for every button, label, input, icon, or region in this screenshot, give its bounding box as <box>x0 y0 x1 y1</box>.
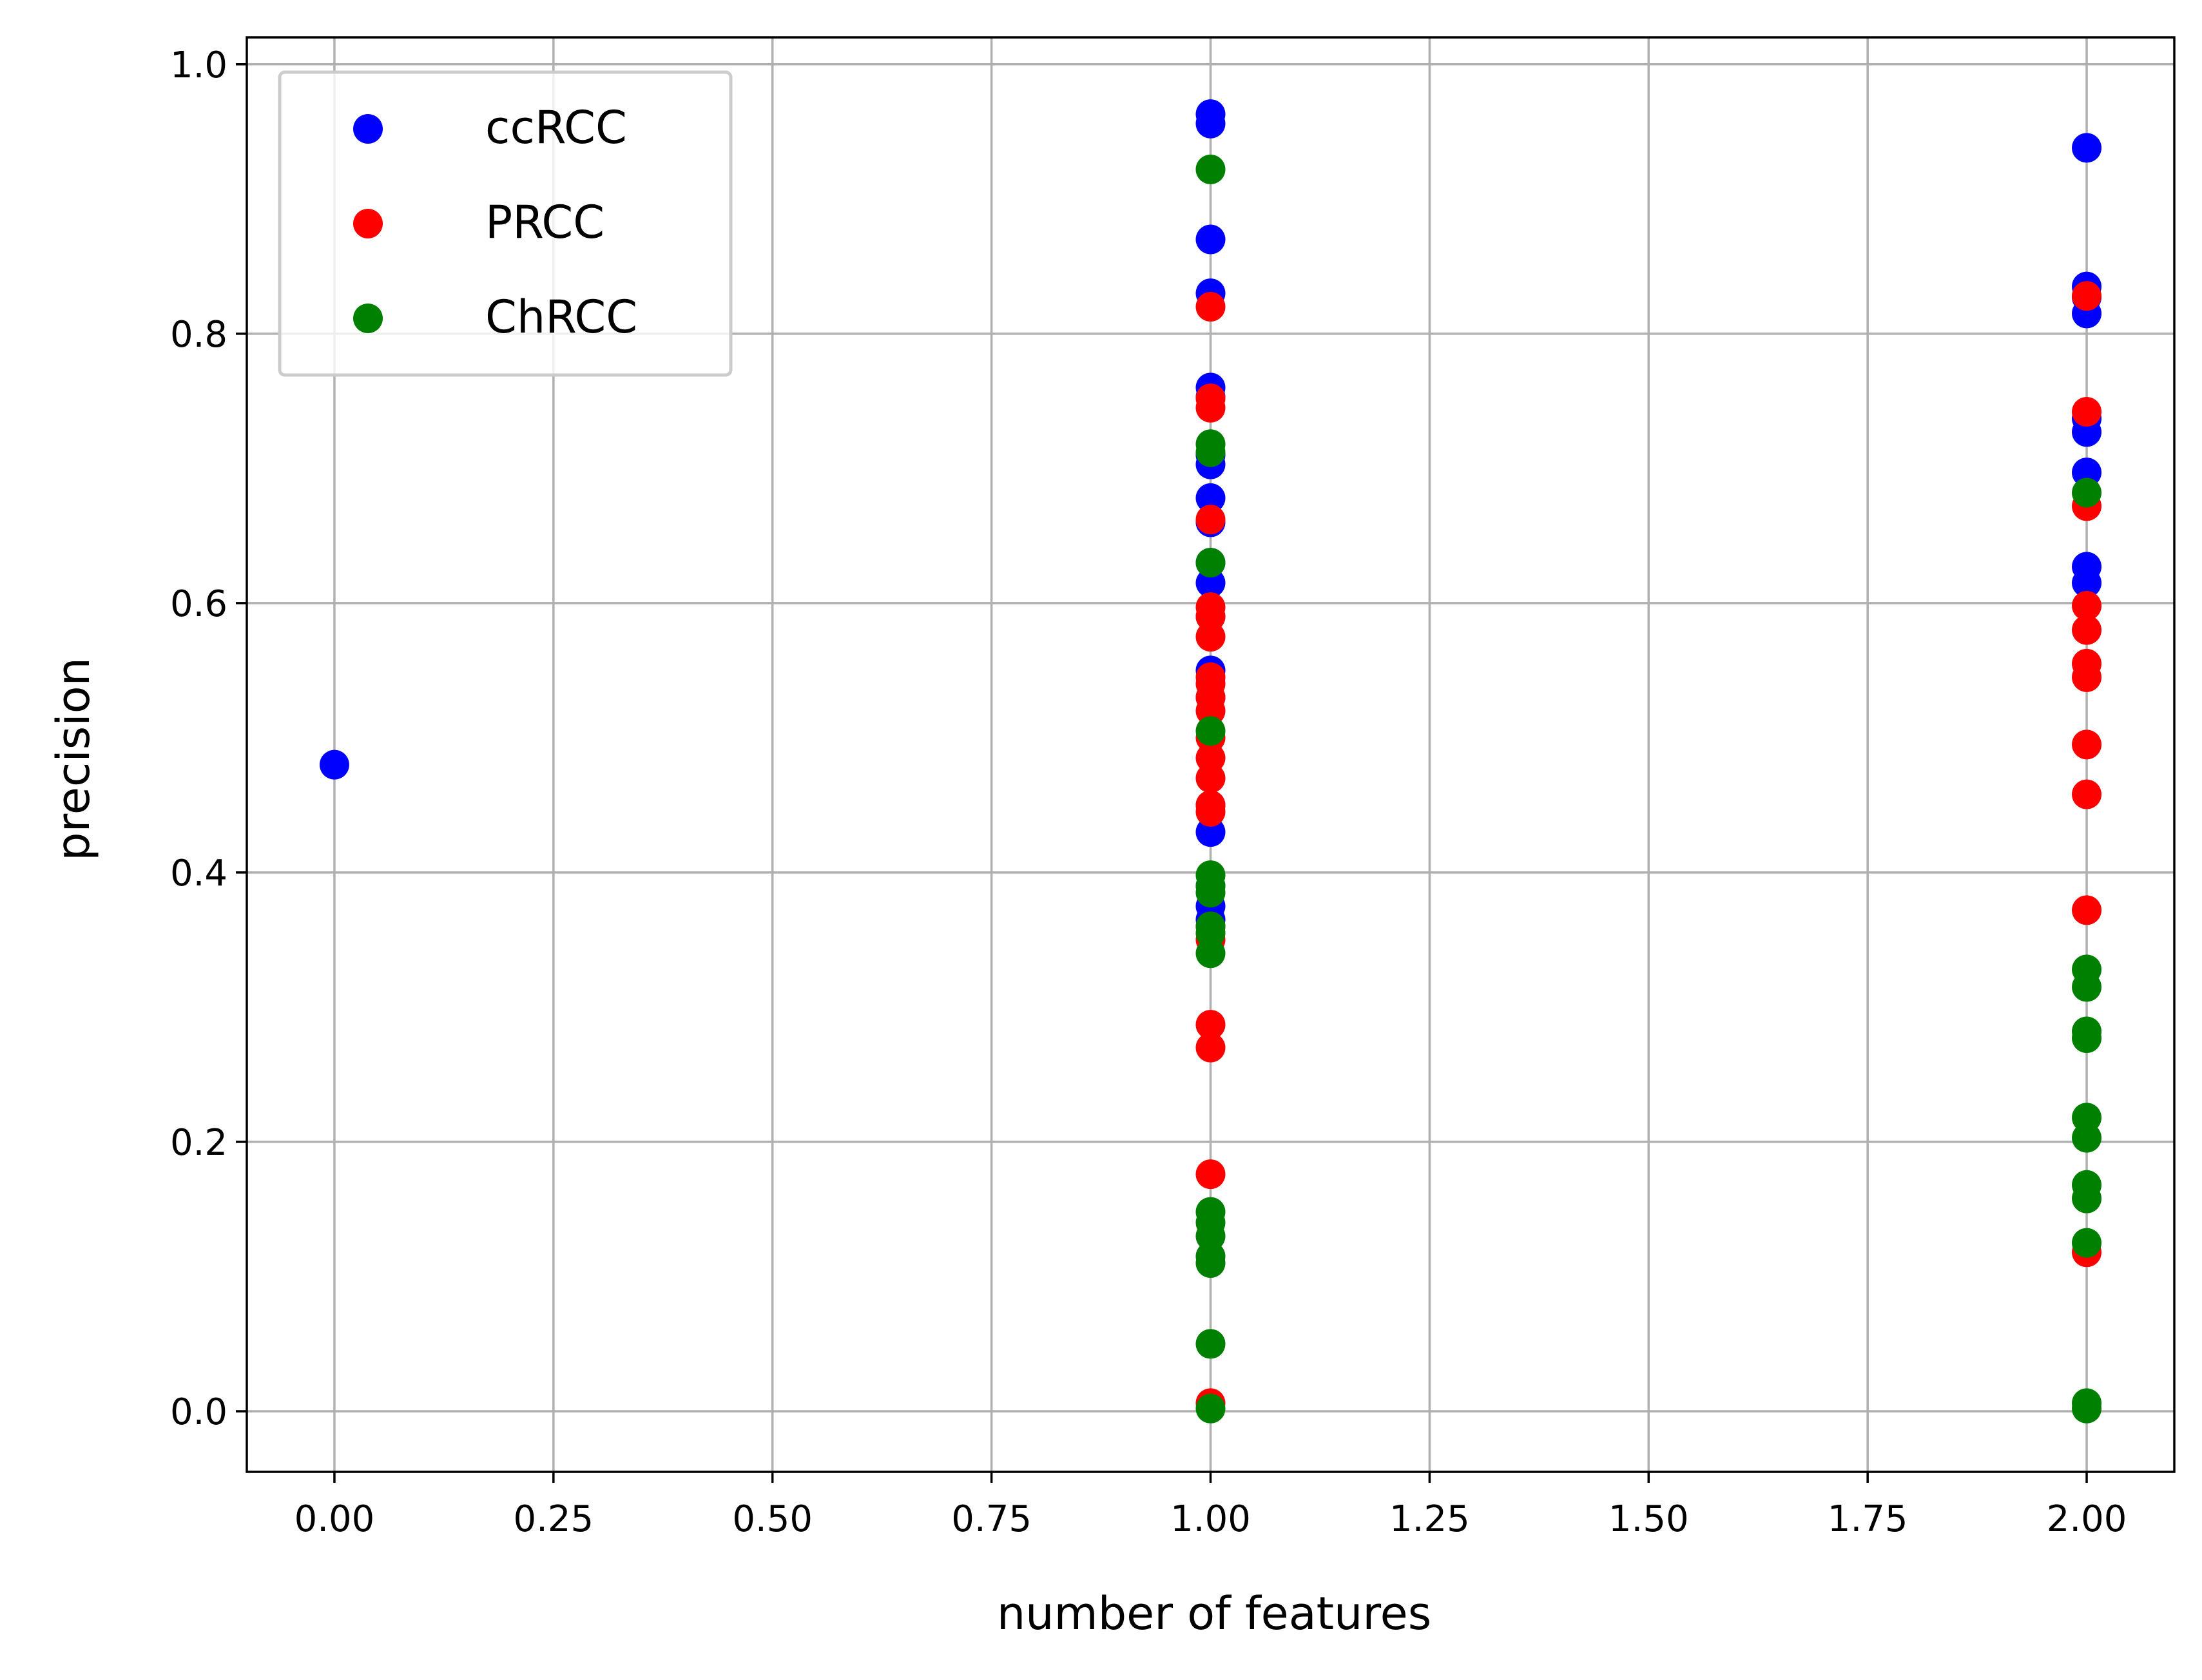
y-tick-label: 0.4 <box>170 853 227 894</box>
legend-marker-prcc <box>353 209 383 238</box>
y-tick-label: 0.6 <box>170 583 227 625</box>
x-tick-label: 1.50 <box>1608 1498 1689 1540</box>
legend-marker-ccrcc <box>353 114 383 144</box>
data-point-chrcc <box>1195 938 1226 969</box>
x-tick-label: 0.50 <box>732 1498 813 1540</box>
legend-box <box>278 70 733 377</box>
data-point-ccrcc <box>1195 108 1226 139</box>
data-point-prcc <box>1195 763 1226 793</box>
data-point-ccrcc <box>2072 133 2102 163</box>
data-points <box>319 99 2102 1424</box>
data-point-ccrcc <box>1195 483 1226 513</box>
data-point-prcc <box>1195 505 1226 535</box>
data-point-chrcc <box>2072 1183 2102 1213</box>
x-axis-ticks: 0.00 0.25 0.50 0.75 1.00 1.25 1.50 1.75 2.00 <box>295 1472 2127 1540</box>
data-point-prcc <box>2072 729 2102 760</box>
data-point-chrcc <box>1195 1393 1226 1424</box>
x-tick-label: 0.00 <box>295 1498 375 1540</box>
series-chrcc <box>1195 154 2102 1424</box>
x-tick-label: 0.75 <box>951 1498 1032 1540</box>
data-point-prcc <box>2072 779 2102 809</box>
x-tick-label: 0.25 <box>513 1498 594 1540</box>
data-point-prcc <box>2072 895 2102 925</box>
legend-marker-chrcc <box>353 304 383 333</box>
y-tick-label: 0.0 <box>170 1391 227 1433</box>
data-point-prcc <box>1195 797 1226 827</box>
data-point-chrcc <box>2072 1023 2102 1053</box>
x-axis-label: number of features <box>997 1587 1431 1640</box>
data-point-chrcc <box>1195 716 1226 746</box>
data-point-chrcc <box>1195 437 1226 467</box>
x-tick-label: 1.25 <box>1389 1498 1470 1540</box>
y-axis-ticks: 0.0 0.2 0.4 0.6 0.8 1.0 <box>170 44 247 1433</box>
data-point-chrcc <box>1195 1248 1226 1279</box>
data-point-prcc <box>1195 292 1226 322</box>
data-point-chrcc <box>2072 1123 2102 1153</box>
data-point-chrcc <box>2072 972 2102 1002</box>
data-point-chrcc <box>1195 548 1226 578</box>
data-point-prcc <box>1195 622 1226 652</box>
data-point-prcc <box>1195 1159 1226 1190</box>
x-tick-label: 1.00 <box>1170 1498 1251 1540</box>
y-axis-label: precision <box>47 657 100 861</box>
data-point-ccrcc <box>2072 568 2102 598</box>
y-tick-label: 0.8 <box>170 314 227 356</box>
data-point-prcc <box>2072 615 2102 645</box>
data-point-ccrcc <box>319 749 349 780</box>
data-point-chrcc <box>2072 1393 2102 1424</box>
x-tick-label: 2.00 <box>2047 1498 2127 1540</box>
data-point-prcc <box>1195 392 1226 423</box>
y-tick-label: 0.2 <box>170 1122 227 1164</box>
x-tick-label: 1.75 <box>1828 1498 1908 1540</box>
data-point-chrcc <box>1195 154 1226 184</box>
data-point-chrcc <box>1195 1329 1226 1359</box>
data-point-chrcc <box>2072 478 2102 508</box>
legend-label-prcc: PRCC <box>485 196 604 249</box>
legend-label-chrcc: ChRCC <box>485 291 637 343</box>
data-point-prcc <box>2072 397 2102 427</box>
data-point-ccrcc <box>1195 224 1226 255</box>
data-point-prcc <box>1195 1010 1226 1040</box>
data-point-chrcc <box>1195 878 1226 908</box>
data-point-prcc <box>2072 662 2102 692</box>
legend: ccRCC PRCC ChRCC <box>278 70 733 377</box>
data-point-prcc <box>1195 1032 1226 1063</box>
legend-label-ccrcc: ccRCC <box>485 101 627 154</box>
data-point-prcc <box>2072 591 2102 621</box>
data-point-prcc <box>2072 281 2102 311</box>
data-point-chrcc <box>2072 1228 2102 1258</box>
y-tick-label: 1.0 <box>170 44 227 86</box>
